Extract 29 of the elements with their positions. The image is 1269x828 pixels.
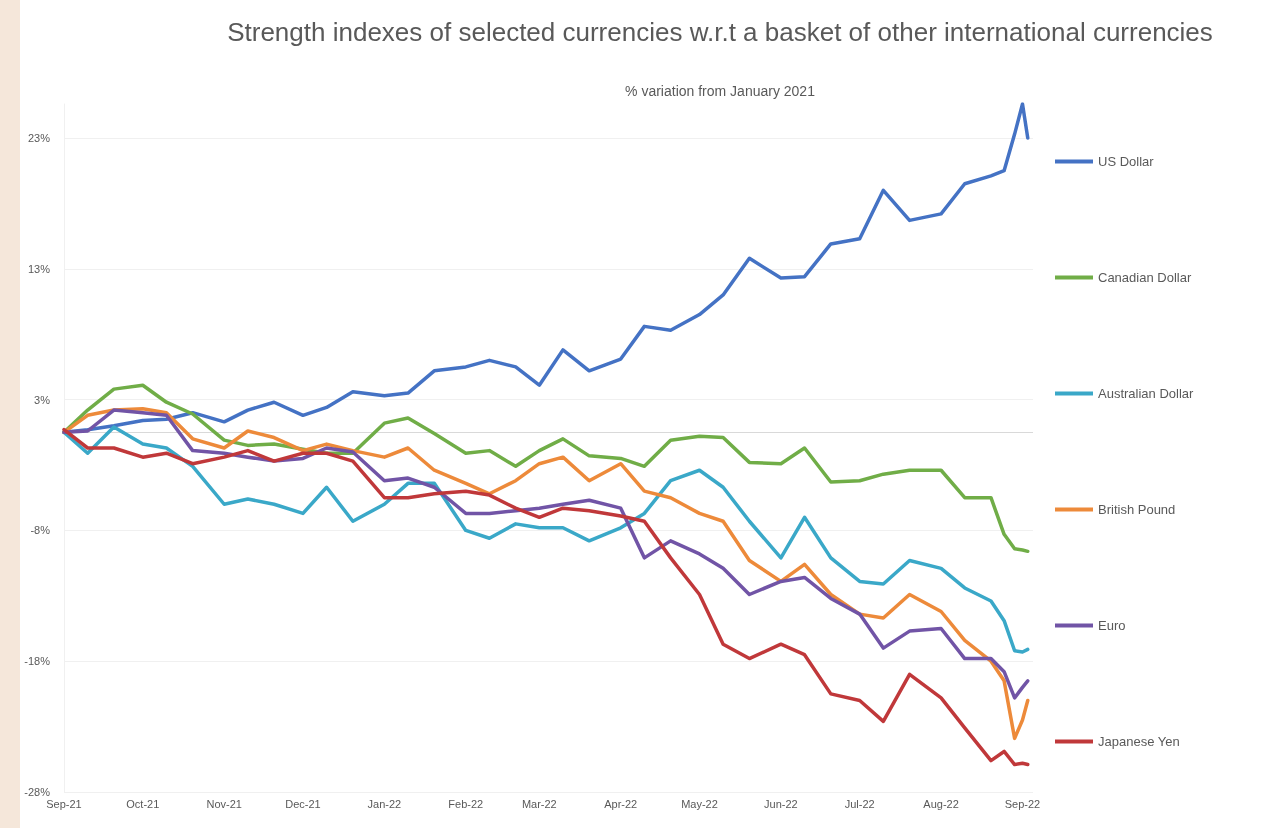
x-tick-label: Sep-21 (46, 797, 82, 810)
y-tick-label: 13% (27, 262, 51, 275)
x-tick-label: Mar-22 (521, 797, 557, 810)
y-tick-label: -28% (24, 786, 51, 798)
line-series (62, 383, 1030, 554)
y-tick-label: -18% (24, 655, 51, 668)
x-tick-label: Oct-21 (126, 797, 160, 810)
x-tick-label: Dec-21 (285, 797, 321, 810)
x-tick-label: May-22 (681, 797, 718, 810)
legend-label: Canadian Dollar (1098, 270, 1192, 285)
legend-label: British Pound (1098, 502, 1176, 517)
legend-label: US Dollar (1098, 154, 1155, 169)
x-tick-label: Sep-22 (1004, 797, 1041, 810)
y-tick-label: 23% (27, 132, 51, 145)
chart-title: Strength indexes of selected currencies w.r.t a basket of other international currencies (227, 17, 1213, 47)
legend-label: Australian Dollar (1098, 386, 1195, 401)
x-tick-label: Feb-22 (448, 797, 484, 810)
legend-label: Japanese Yen (1098, 734, 1180, 749)
x-tick-label: Aug-22 (923, 797, 959, 810)
chart-subtitle: % variation from January 2021 (625, 83, 816, 99)
x-tick-label: Nov-21 (206, 797, 242, 810)
x-tick-label: Jul-22 (844, 797, 875, 810)
x-tick-label: Jan-22 (367, 797, 402, 810)
line-series (62, 425, 1030, 654)
y-tick-label: 3% (34, 393, 51, 406)
legend-label: Euro (1098, 618, 1126, 633)
y-tick-label: -8% (30, 524, 51, 537)
x-tick-label: Jun-22 (764, 797, 798, 810)
x-tick-label: Apr-22 (604, 797, 638, 810)
